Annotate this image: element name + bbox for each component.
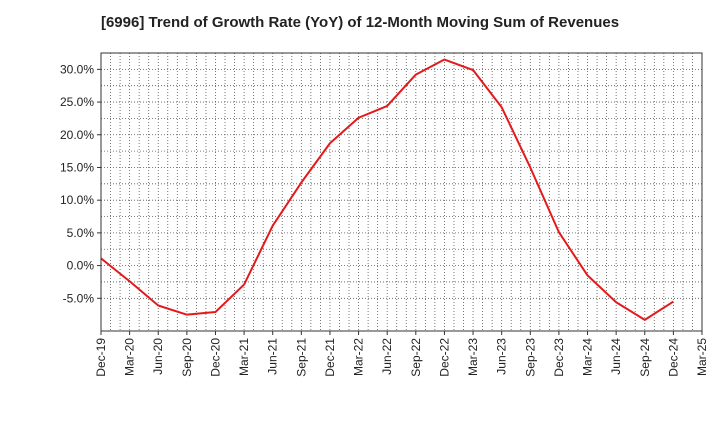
x-tick-label: Mar-21: [237, 338, 251, 376]
plot-frame: [100, 52, 703, 332]
x-tick-label: Mar-24: [581, 338, 595, 376]
x-tick-label: Dec-24: [666, 338, 680, 377]
y-axis: -5.0% 0.0% 5.0% 10.0% 15.0% 20.0% 25.0% 30.0%: [60, 62, 101, 305]
x-tick-label: Mar-22: [352, 338, 366, 376]
x-tick-label: Dec-23: [552, 338, 566, 377]
x-tick-label: Dec-22: [437, 338, 451, 377]
x-tick-label: Jun-24: [609, 338, 623, 375]
y-tick-label: 5.0%: [67, 226, 95, 240]
y-tick-label: 30.0%: [60, 62, 94, 76]
chart-title: [6996] Trend of Growth Rate (YoY) of 12-…: [100, 14, 620, 31]
x-tick-label: Sep-23: [523, 338, 537, 377]
x-tick-label: Sep-24: [638, 338, 652, 377]
x-tick-label: Sep-22: [409, 338, 423, 377]
grid: [101, 53, 702, 331]
x-tick-label: Mar-25: [695, 338, 709, 376]
y-tick-label: -5.0%: [63, 291, 95, 305]
y-tick-label: 15.0%: [60, 160, 94, 174]
x-tick-label: Jun-23: [495, 338, 509, 375]
x-tick-label: Jun-22: [380, 338, 394, 375]
x-tick-label: Sep-21: [294, 338, 308, 377]
x-tick-label: Sep-20: [180, 338, 194, 377]
x-axis: Dec-19 Mar-20 Jun-20 Sep-20 Dec-20 Mar-21 Jun-…: [94, 331, 709, 377]
y-tick-label: 25.0%: [60, 95, 94, 109]
y-tick-label: 10.0%: [60, 193, 94, 207]
series-layer: [100, 58, 674, 321]
y-tick-label: 0.0%: [67, 259, 95, 273]
x-tick-label: Dec-21: [323, 338, 337, 377]
x-tick-label: Mar-23: [466, 338, 480, 376]
x-tick-label: Dec-20: [208, 338, 222, 377]
x-tick-label: Jun-20: [151, 338, 165, 375]
x-tick-label: Mar-20: [123, 338, 137, 376]
x-tick-label: Jun-21: [266, 338, 280, 375]
x-tick-label: Dec-19: [94, 338, 108, 377]
y-tick-label: 20.0%: [60, 128, 94, 142]
